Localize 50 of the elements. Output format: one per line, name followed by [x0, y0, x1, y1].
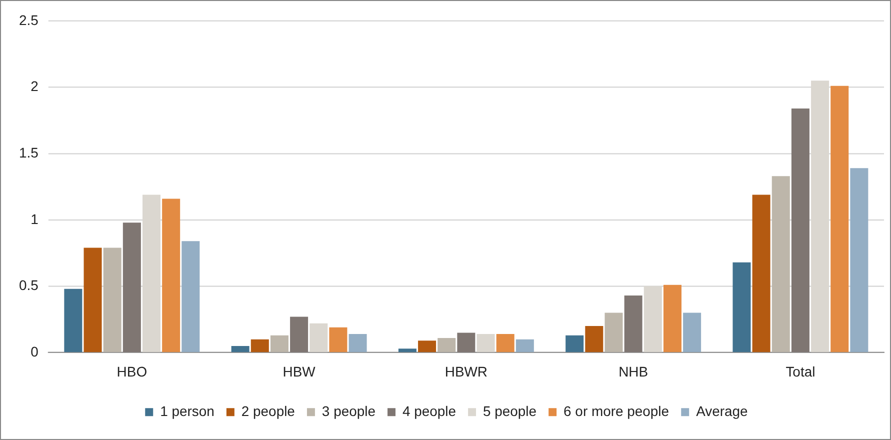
- bar: [830, 86, 849, 352]
- bar: [182, 241, 200, 352]
- bar: [162, 198, 180, 352]
- legend-label: 1 person: [160, 402, 214, 419]
- bar: [566, 335, 584, 352]
- bar: [250, 339, 269, 352]
- bar: [772, 176, 790, 352]
- y-tick-label: 2.5: [18, 12, 39, 28]
- bar: [310, 323, 328, 352]
- x-tick-label: HBW: [282, 364, 316, 380]
- bar: [476, 334, 495, 352]
- x-tick-label: HBO: [116, 364, 148, 380]
- bar: [604, 312, 623, 352]
- x-tick-label: NHB: [618, 364, 648, 380]
- bar: [683, 312, 702, 352]
- y-tick-label: 2: [30, 78, 39, 94]
- bar: [270, 335, 288, 352]
- y-tick-label: 0.5: [18, 277, 39, 294]
- bar: [348, 334, 367, 352]
- y-tick-label: 1.5: [18, 144, 39, 160]
- bar: [752, 194, 770, 352]
- bar: [732, 262, 751, 352]
- bar: [438, 338, 456, 352]
- bar: [496, 334, 514, 352]
- bar: [64, 288, 82, 352]
- legend-label: 6 or more people: [564, 402, 670, 419]
- bar: [850, 168, 868, 352]
- x-tick-label: HBWR: [444, 364, 488, 380]
- bar: [398, 348, 416, 352]
- bar: [122, 222, 141, 352]
- y-tick-label: 0: [30, 343, 39, 360]
- x-tick-label: Total: [786, 364, 816, 380]
- bar: [329, 327, 348, 352]
- legend-label: 5 people: [483, 402, 537, 419]
- bar: [84, 248, 102, 352]
- legend-label: 3 people: [322, 402, 376, 419]
- bar: [791, 108, 810, 352]
- legend-label: 4 people: [402, 402, 456, 419]
- y-tick-label: 1: [30, 210, 39, 227]
- legend-label: Average: [696, 402, 748, 419]
- bar: [457, 332, 476, 352]
- legend-label: 2 people: [241, 402, 296, 419]
- bar: [624, 296, 642, 352]
- bar: [418, 340, 436, 352]
- bar: [663, 284, 682, 352]
- bar: [585, 326, 604, 352]
- bar: [516, 339, 534, 352]
- bar: [103, 248, 122, 352]
- bar: [290, 316, 308, 352]
- bar: [231, 346, 250, 352]
